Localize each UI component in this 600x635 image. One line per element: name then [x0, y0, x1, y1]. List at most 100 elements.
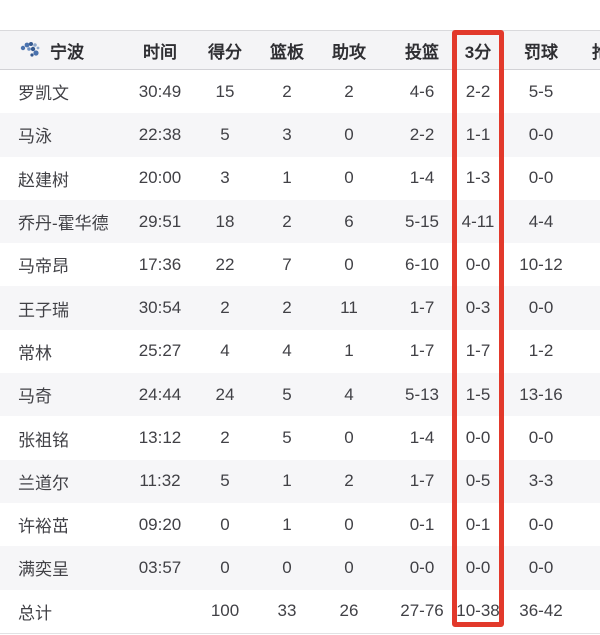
cell-rebounds: 2 [282, 211, 292, 231]
cell-time: 11:32 [139, 471, 181, 491]
cell-points: 4 [220, 341, 230, 361]
cell-rebounds: 1 [282, 168, 292, 188]
cell-points: 0 [220, 514, 230, 534]
cell-player-name: 赵建树 [18, 170, 69, 190]
table-row: 王子瑞 30:54 2 2 11 1-7 0-3 0-0 [0, 286, 600, 330]
cell-fieldgoals: 1-7 [409, 298, 435, 318]
cell-freethrows: 0-0 [528, 557, 554, 577]
cell-freethrows: 0-0 [528, 428, 554, 448]
cell-fieldgoals: 0-1 [409, 514, 435, 534]
cell-freethrows: 4-4 [528, 211, 554, 231]
cell-rebounds: 2 [282, 298, 292, 318]
cell-player-name: 罗凯文 [18, 84, 69, 104]
cell-points: 24 [215, 384, 235, 404]
cell-assists: 11 [340, 298, 358, 318]
cell-threes: 1-1 [465, 124, 491, 144]
col-header-freethrows: 罚球 [524, 42, 558, 62]
table-row: 赵建树 20:00 3 1 0 1-4 1-3 0-0 [0, 156, 600, 200]
cell-time: 24:44 [138, 384, 182, 404]
cell-assists: 0 [344, 168, 354, 188]
cell-time: 20:00 [138, 168, 182, 188]
table-row: 满奕呈 03:57 0 0 0 0-0 0-0 0-0 [0, 546, 600, 590]
cell-points: 15 [215, 81, 235, 101]
col-header-fieldgoals: 投篮 [405, 42, 439, 62]
col-header-threes: 3分 [464, 42, 492, 62]
cell-fieldgoals: 2-2 [409, 124, 435, 144]
cell-player-name: 马帝昂 [18, 257, 69, 277]
table-row: 马帝昂 17:36 22 7 0 6-10 0-0 10-12 [0, 243, 600, 287]
cell-points: 18 [215, 211, 235, 231]
cell-threes: 4-11 [461, 211, 495, 231]
table-row: 罗凯文 30:49 15 2 2 4-6 2-2 5-5 [0, 70, 600, 114]
cell-fieldgoals: 5-15 [404, 211, 440, 231]
cell-threes: 0-5 [465, 471, 491, 491]
col-header-time: 时间 [143, 42, 177, 62]
cell-assists: 0 [344, 557, 354, 577]
table-body: 罗凯文 30:49 15 2 2 4-6 2-2 5-5 马泳 22:38 5 … [0, 70, 600, 634]
cell-assists: 26 [339, 601, 359, 621]
cell-assists: 0 [344, 254, 354, 274]
cell-rebounds: 2 [282, 81, 292, 101]
cell-fieldgoals: 1-7 [409, 341, 435, 361]
cell-points: 0 [220, 557, 230, 577]
cell-fieldgoals: 5-13 [404, 384, 440, 404]
cell-freethrows: 36-42 [519, 601, 563, 621]
cell-player-name: 王子瑞 [18, 300, 69, 320]
cell-assists: 4 [344, 384, 354, 404]
cell-threes: 1-7 [465, 341, 491, 361]
cell-rebounds: 5 [282, 384, 292, 404]
cell-threes: 0-0 [465, 557, 491, 577]
cell-fieldgoals: 27-76 [400, 601, 444, 621]
cell-time: 03:57 [138, 557, 182, 577]
cell-freethrows: 0-0 [528, 124, 554, 144]
cell-fieldgoals: 4-6 [409, 81, 435, 101]
cell-player-name: 总计 [18, 603, 52, 623]
total-row: 总计 100 33 26 27-76 10-38 36-42 [0, 589, 600, 633]
cell-threes: 0-1 [465, 514, 491, 534]
cell-freethrows: 0-0 [528, 514, 554, 534]
cell-threes: 0-0 [465, 428, 491, 448]
cell-points: 100 [210, 601, 240, 621]
cell-freethrows: 0-0 [528, 298, 554, 318]
cell-rebounds: 5 [282, 428, 292, 448]
cell-rebounds: 7 [282, 254, 292, 274]
cell-time: 13:12 [138, 428, 182, 448]
cell-freethrows: 13-16 [519, 384, 563, 404]
table-row: 乔丹-霍华德 29:51 18 2 6 5-15 4-11 4-4 [0, 199, 600, 244]
cell-assists: 0 [344, 514, 354, 534]
cell-threes: 1-3 [465, 168, 491, 188]
cell-assists: 2 [344, 471, 354, 491]
cell-player-name: 许裕茁 [18, 517, 69, 537]
table-header-row: 宁波 时间 得分 篮板 助攻 投篮 3分 罚球 抢断 [0, 30, 600, 70]
table-row: 兰道尔 11:32 5 1 2 1-7 0-5 3-3 [0, 459, 600, 503]
cell-rebounds: 1 [282, 514, 292, 534]
table-row: 常林 25:27 4 4 1 1-7 1-7 1-2 [0, 329, 600, 374]
col-header-assists: 助攻 [332, 42, 366, 62]
cell-points: 2 [220, 298, 230, 318]
cell-rebounds: 33 [277, 601, 297, 621]
cell-player-name: 满奕呈 [18, 560, 69, 580]
cell-player-name: 常林 [18, 343, 52, 363]
cell-time: 30:54 [138, 298, 182, 318]
cell-points: 2 [220, 428, 230, 448]
cell-rebounds: 0 [282, 557, 292, 577]
cell-player-name: 乔丹-霍华德 [18, 214, 109, 234]
cell-freethrows: 1-2 [528, 341, 554, 361]
cell-time: 25:27 [138, 341, 182, 361]
cell-threes: 0-0 [465, 254, 491, 274]
col-header-points: 得分 [208, 42, 242, 62]
cell-fieldgoals: 6-10 [404, 254, 440, 274]
table-row: 马奇 24:44 24 5 4 5-13 1-5 13-16 [0, 373, 600, 417]
cell-time: 09:20 [138, 514, 182, 534]
cell-threes: 2-2 [465, 81, 491, 101]
cell-freethrows: 5-5 [528, 81, 554, 101]
cell-freethrows: 10-12 [519, 254, 563, 274]
cell-player-name: 张祖铭 [18, 430, 69, 450]
cell-points: 3 [220, 168, 230, 188]
cell-time: 22:38 [138, 124, 182, 144]
cell-assists: 2 [344, 81, 354, 101]
table-row: 许裕茁 09:20 0 1 0 0-1 0-1 0-0 [0, 502, 600, 547]
cell-player-name: 马泳 [18, 127, 52, 147]
team-name: 宁波 [50, 42, 84, 62]
